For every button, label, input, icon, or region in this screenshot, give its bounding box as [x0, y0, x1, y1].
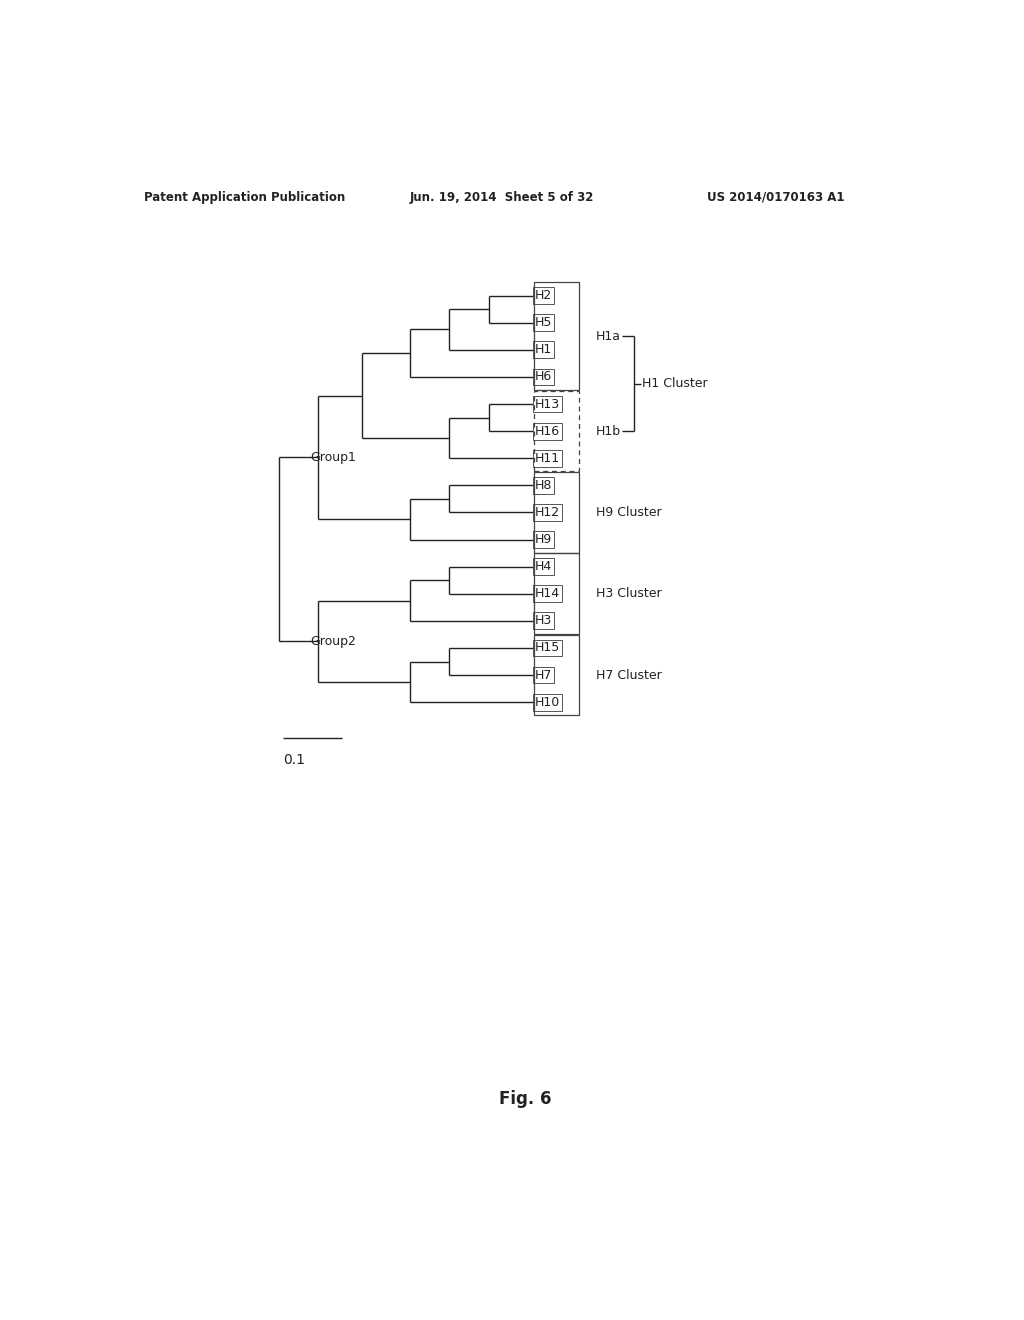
Text: H1b: H1b — [596, 425, 622, 438]
Text: H1a: H1a — [596, 330, 622, 343]
Text: H4: H4 — [536, 560, 552, 573]
Text: Group1: Group1 — [310, 451, 356, 463]
Text: H5: H5 — [536, 317, 553, 329]
Text: H1 Cluster: H1 Cluster — [642, 378, 708, 391]
Text: H7: H7 — [536, 668, 553, 681]
Text: H3 Cluster: H3 Cluster — [596, 587, 662, 601]
Text: H15: H15 — [536, 642, 560, 655]
Text: H12: H12 — [536, 506, 560, 519]
Text: US 2014/0170163 A1: US 2014/0170163 A1 — [708, 191, 845, 203]
Text: 0.1: 0.1 — [283, 752, 305, 767]
Text: H13: H13 — [536, 397, 560, 411]
Text: Fig. 6: Fig. 6 — [499, 1089, 551, 1107]
Text: H16: H16 — [536, 425, 560, 438]
Text: H6: H6 — [536, 371, 552, 383]
Text: Group2: Group2 — [310, 635, 356, 648]
Text: H14: H14 — [536, 587, 560, 601]
Text: H1: H1 — [536, 343, 552, 356]
Text: H11: H11 — [536, 451, 560, 465]
Text: Patent Application Publication: Patent Application Publication — [143, 191, 345, 203]
Text: H8: H8 — [536, 479, 553, 492]
Text: Jun. 19, 2014  Sheet 5 of 32: Jun. 19, 2014 Sheet 5 of 32 — [410, 191, 594, 203]
Text: H10: H10 — [536, 696, 560, 709]
Text: H3: H3 — [536, 614, 552, 627]
Text: H7 Cluster: H7 Cluster — [596, 668, 662, 681]
Text: H2: H2 — [536, 289, 552, 302]
Text: H9 Cluster: H9 Cluster — [596, 506, 662, 519]
Text: H9: H9 — [536, 533, 552, 546]
